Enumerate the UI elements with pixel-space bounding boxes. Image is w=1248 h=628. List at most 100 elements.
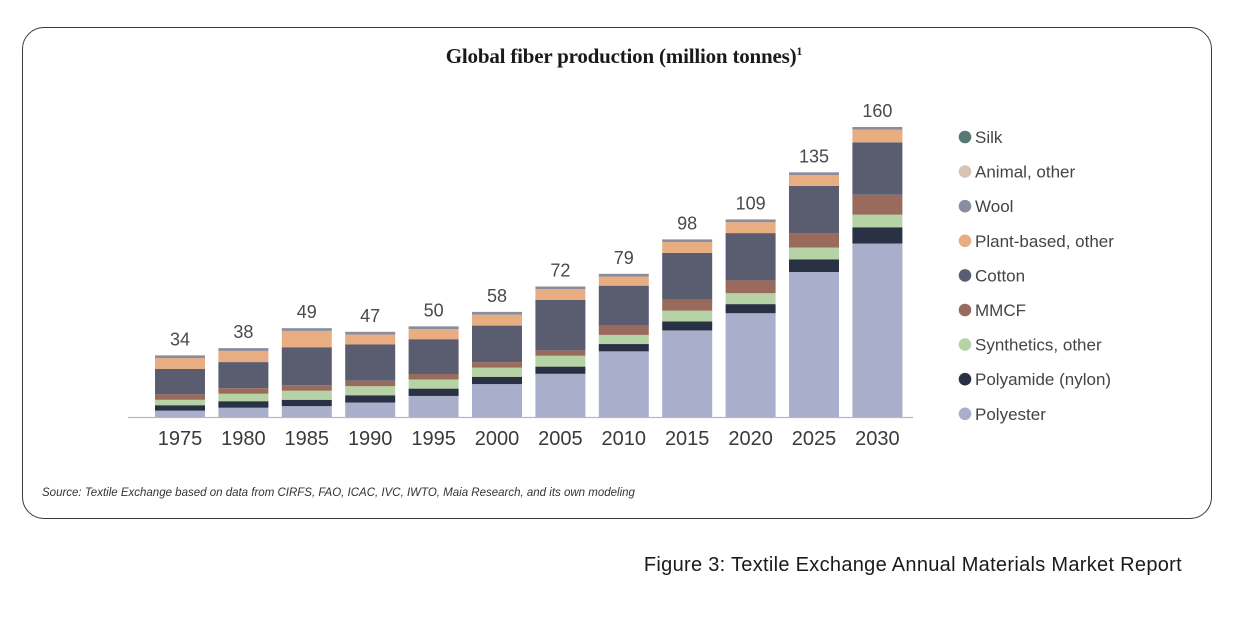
legend-label-animal-other: Animal, other <box>975 163 1075 182</box>
bar-segment-synthetics-other-1975 <box>155 399 205 406</box>
legend-marker-polyester <box>958 407 972 421</box>
total-label-1975: 34 <box>170 329 190 349</box>
legend-label-polyamide-nylon-: Polyamide (nylon) <box>975 370 1111 389</box>
bar-segment-polyester-1980 <box>218 407 269 417</box>
legend-marker-animal-other <box>958 165 972 178</box>
bar-segment-mmcf-2020 <box>725 280 776 294</box>
legend-label-polyester: Polyester <box>975 405 1046 424</box>
bar-segment-polyester-2000 <box>472 384 522 417</box>
total-label-2005: 72 <box>550 261 570 281</box>
bar-segment-synthetics-other-1995 <box>408 379 459 389</box>
bar-segment-plant-based-other-1980 <box>218 350 269 363</box>
bar-segment-plant-based-other-1975 <box>155 358 205 369</box>
bar-segment-plant-based-other-2005 <box>535 289 586 300</box>
bar-segment-polyamide-nylon--2005 <box>535 366 586 374</box>
x-tick-label-2010: 2010 <box>602 428 647 450</box>
bar-segment-synthetics-other-2000 <box>472 367 522 377</box>
legend-marker-wool <box>958 199 972 213</box>
bar-segment-polyester-1990 <box>345 402 396 417</box>
legend-marker-plant-based-other <box>958 234 972 248</box>
x-tick-label-2000: 2000 <box>475 428 520 450</box>
bar-segment-polyamide-nylon--2000 <box>472 376 522 385</box>
bar-segment-polyamide-nylon--1975 <box>155 405 205 411</box>
bar-segment-synthetics-other-2030 <box>852 214 903 228</box>
bar-segment-mmcf-1990 <box>345 380 396 387</box>
bar-segment-polyamide-nylon--2010 <box>598 344 649 352</box>
total-label-1980: 38 <box>233 322 253 342</box>
bar-segment-mmcf-1980 <box>218 388 269 394</box>
bar-segment-plant-based-other-2000 <box>472 314 522 326</box>
bar-segment-synthetics-other-2015 <box>662 310 713 322</box>
legend-label-synthetics-other: Synthetics, other <box>975 336 1102 355</box>
total-label-2010: 79 <box>614 248 634 268</box>
bar-segment-polyester-1975 <box>155 410 205 417</box>
bar-segment-cotton-2000 <box>472 325 522 363</box>
legend-label-mmcf: MMCF <box>975 301 1026 320</box>
total-label-1995: 50 <box>424 300 444 320</box>
bar-segment-wool-2000 <box>472 311 522 315</box>
bar-segment-polyester-1995 <box>408 395 459 417</box>
x-tick-label-2020: 2020 <box>728 428 773 450</box>
bar-segment-synthetics-other-2025 <box>789 247 839 260</box>
x-tick-label-1995: 1995 <box>411 428 456 450</box>
bar-segment-mmcf-2010 <box>598 325 649 335</box>
bar-segment-polyamide-nylon--2030 <box>852 227 903 244</box>
bar-segment-cotton-2010 <box>598 285 649 326</box>
bar-segment-cotton-2030 <box>852 142 903 195</box>
bar-segment-plant-based-other-1995 <box>408 329 459 340</box>
bar-segment-mmcf-1995 <box>408 373 459 380</box>
bar-segment-synthetics-other-1985 <box>281 390 332 400</box>
bar-segment-mmcf-2005 <box>535 350 586 356</box>
bar-segment-cotton-1980 <box>218 362 269 389</box>
legend-marker-cotton <box>958 269 972 282</box>
x-tick-label-2025: 2025 <box>792 428 837 450</box>
bar-segment-cotton-2015 <box>662 252 713 300</box>
legend-marker-polyamide-nylon- <box>958 372 972 386</box>
bar-segment-polyester-2020 <box>725 313 776 417</box>
bar-segment-cotton-1990 <box>345 344 396 381</box>
x-tick-label-2005: 2005 <box>538 428 583 450</box>
bar-segment-wool-2020 <box>725 219 776 223</box>
bar-segment-polyamide-nylon--2015 <box>662 321 713 331</box>
bar-segment-synthetics-other-1990 <box>345 386 396 396</box>
bar-segment-wool-1995 <box>408 326 459 330</box>
bar-segment-synthetics-other-2005 <box>535 355 586 367</box>
figure-caption: Figure 3: Textile Exchange Annual Materi… <box>643 554 1182 576</box>
bar-segment-wool-2030 <box>852 127 903 130</box>
bar-segment-synthetics-other-2010 <box>598 334 649 345</box>
x-tick-label-1975: 1975 <box>158 428 203 450</box>
total-label-1985: 49 <box>297 302 317 322</box>
bar-segment-wool-1975 <box>155 355 205 359</box>
bar-segment-cotton-1995 <box>408 339 459 374</box>
x-tick-label-1985: 1985 <box>285 428 330 450</box>
bar-segment-mmcf-2000 <box>472 362 522 368</box>
bar-segment-polyester-1985 <box>281 406 332 418</box>
bar-segment-polyester-2030 <box>852 243 903 417</box>
total-label-2000: 58 <box>487 286 507 306</box>
bar-segment-polyamide-nylon--1980 <box>218 401 269 408</box>
bar-segment-mmcf-1985 <box>281 385 332 391</box>
total-label-2025: 135 <box>799 146 829 166</box>
bar-segment-synthetics-other-1980 <box>218 393 269 402</box>
bar-segment-plant-based-other-2015 <box>662 242 713 253</box>
bar-segment-mmcf-1975 <box>155 394 205 400</box>
bar-segment-plant-based-other-2010 <box>598 276 649 286</box>
x-tick-label-1980: 1980 <box>221 428 266 450</box>
bar-segment-polyamide-nylon--2020 <box>725 304 776 314</box>
chart-title: Global fiber production (million tonnes)… <box>445 44 803 68</box>
bar-segment-wool-1980 <box>218 348 269 351</box>
chart-card <box>22 27 1212 519</box>
bar-segment-cotton-1985 <box>281 347 332 386</box>
bar-segment-plant-based-other-2020 <box>725 222 776 234</box>
bar-segment-wool-1990 <box>345 331 396 335</box>
bar-segment-cotton-2005 <box>535 300 586 351</box>
legend-label-plant-based-other: Plant-based, other <box>975 232 1114 251</box>
bar-segment-wool-2025 <box>789 172 839 176</box>
bar-segment-mmcf-2030 <box>852 194 903 215</box>
bar-segment-polyester-2005 <box>535 373 586 417</box>
bar-segment-synthetics-other-2020 <box>725 293 776 305</box>
bar-segment-wool-1985 <box>281 328 332 331</box>
bar-segment-plant-based-other-2025 <box>789 175 839 186</box>
total-label-1990: 47 <box>360 306 380 326</box>
